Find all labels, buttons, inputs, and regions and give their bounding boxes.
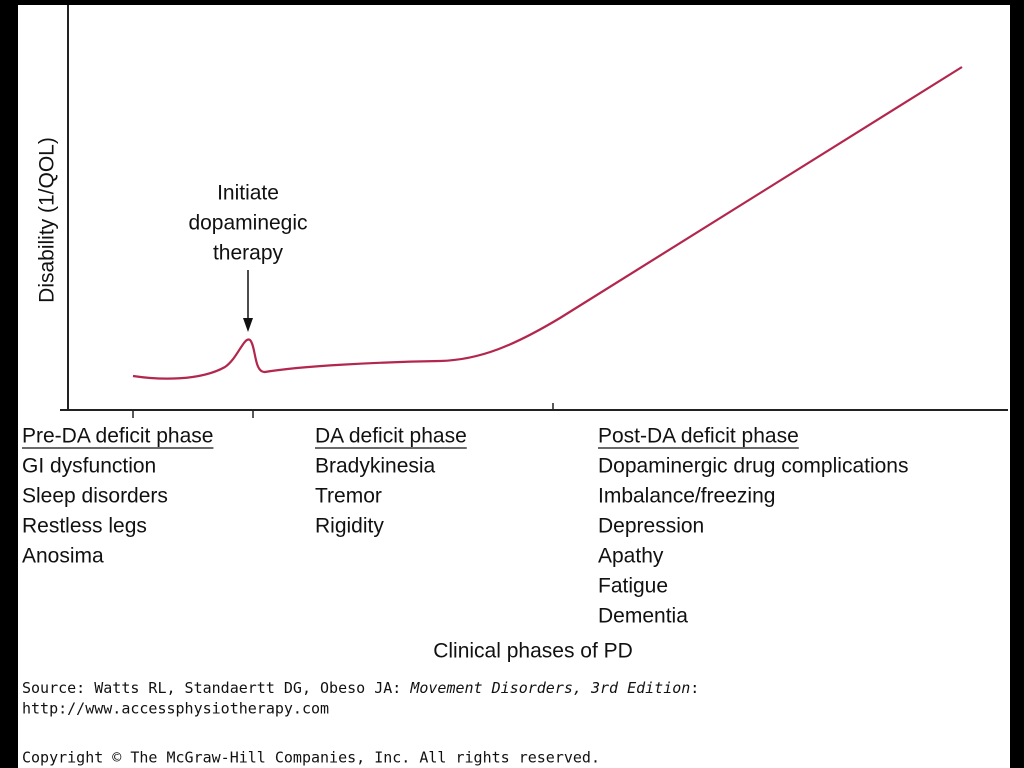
source: Source: Watts RL, Standaertt DG, Obeso J… xyxy=(22,679,699,697)
phase-item: Anosima xyxy=(22,545,104,568)
phase-item: GI dysfunction xyxy=(22,455,156,478)
annotation: therapy xyxy=(213,242,284,265)
source-suffix: : xyxy=(690,679,699,697)
phase-item: Fatigue xyxy=(598,575,668,598)
source-title: Movement Disorders, 3rd Edition xyxy=(409,679,690,697)
x-axis-label: Clinical phases of PD xyxy=(433,640,633,663)
disability-curve xyxy=(132,66,963,380)
arrow-head xyxy=(243,318,253,332)
phase-item: Tremor xyxy=(315,485,382,508)
phase-item: Restless legs xyxy=(22,515,147,538)
phase-item: Rigidity xyxy=(315,515,384,538)
annotation: dopaminegic xyxy=(188,212,307,235)
y-axis-label: Disability (1/QOL) xyxy=(36,137,59,303)
phase-item: Imbalance/freezing xyxy=(598,485,775,508)
source-prefix: Source: Watts RL, Standaertt DG, Obeso J… xyxy=(22,679,410,697)
phase-item: Dopaminergic drug complications xyxy=(598,455,908,478)
phase-item: Dementia xyxy=(598,605,688,628)
annotation: Initiate xyxy=(217,182,279,205)
copyright: Copyright © The McGraw-Hill Companies, I… xyxy=(22,749,600,767)
source-url: http://www.accessphysiotherapy.com xyxy=(22,700,329,718)
phase-title: Post-DA deficit phase xyxy=(598,425,799,448)
phase-item: Depression xyxy=(598,515,704,538)
phase-item: Apathy xyxy=(598,545,664,568)
phase-item: Bradykinesia xyxy=(315,455,436,478)
panel xyxy=(18,5,1010,768)
phase-item: Sleep disorders xyxy=(22,485,168,508)
phase-title: Pre-DA deficit phase xyxy=(22,425,213,448)
phase-title: DA deficit phase xyxy=(315,425,467,448)
